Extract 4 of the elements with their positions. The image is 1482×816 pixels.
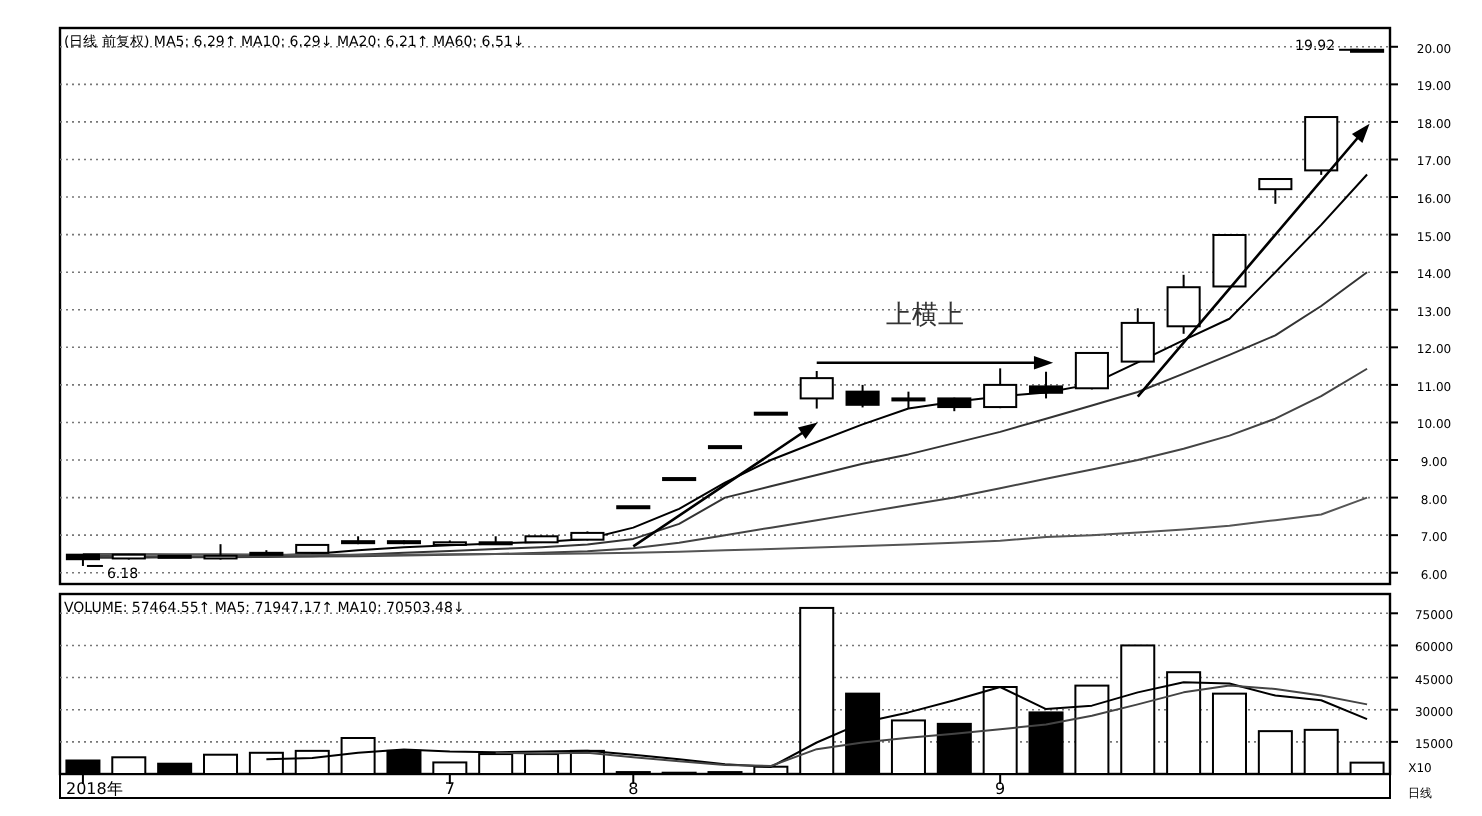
- annotation: 上横上: [885, 300, 964, 331]
- x-tick-label: 2018年: [66, 780, 123, 798]
- x-tick-label: 8: [628, 780, 639, 798]
- x-tick-label: 9: [995, 780, 1006, 798]
